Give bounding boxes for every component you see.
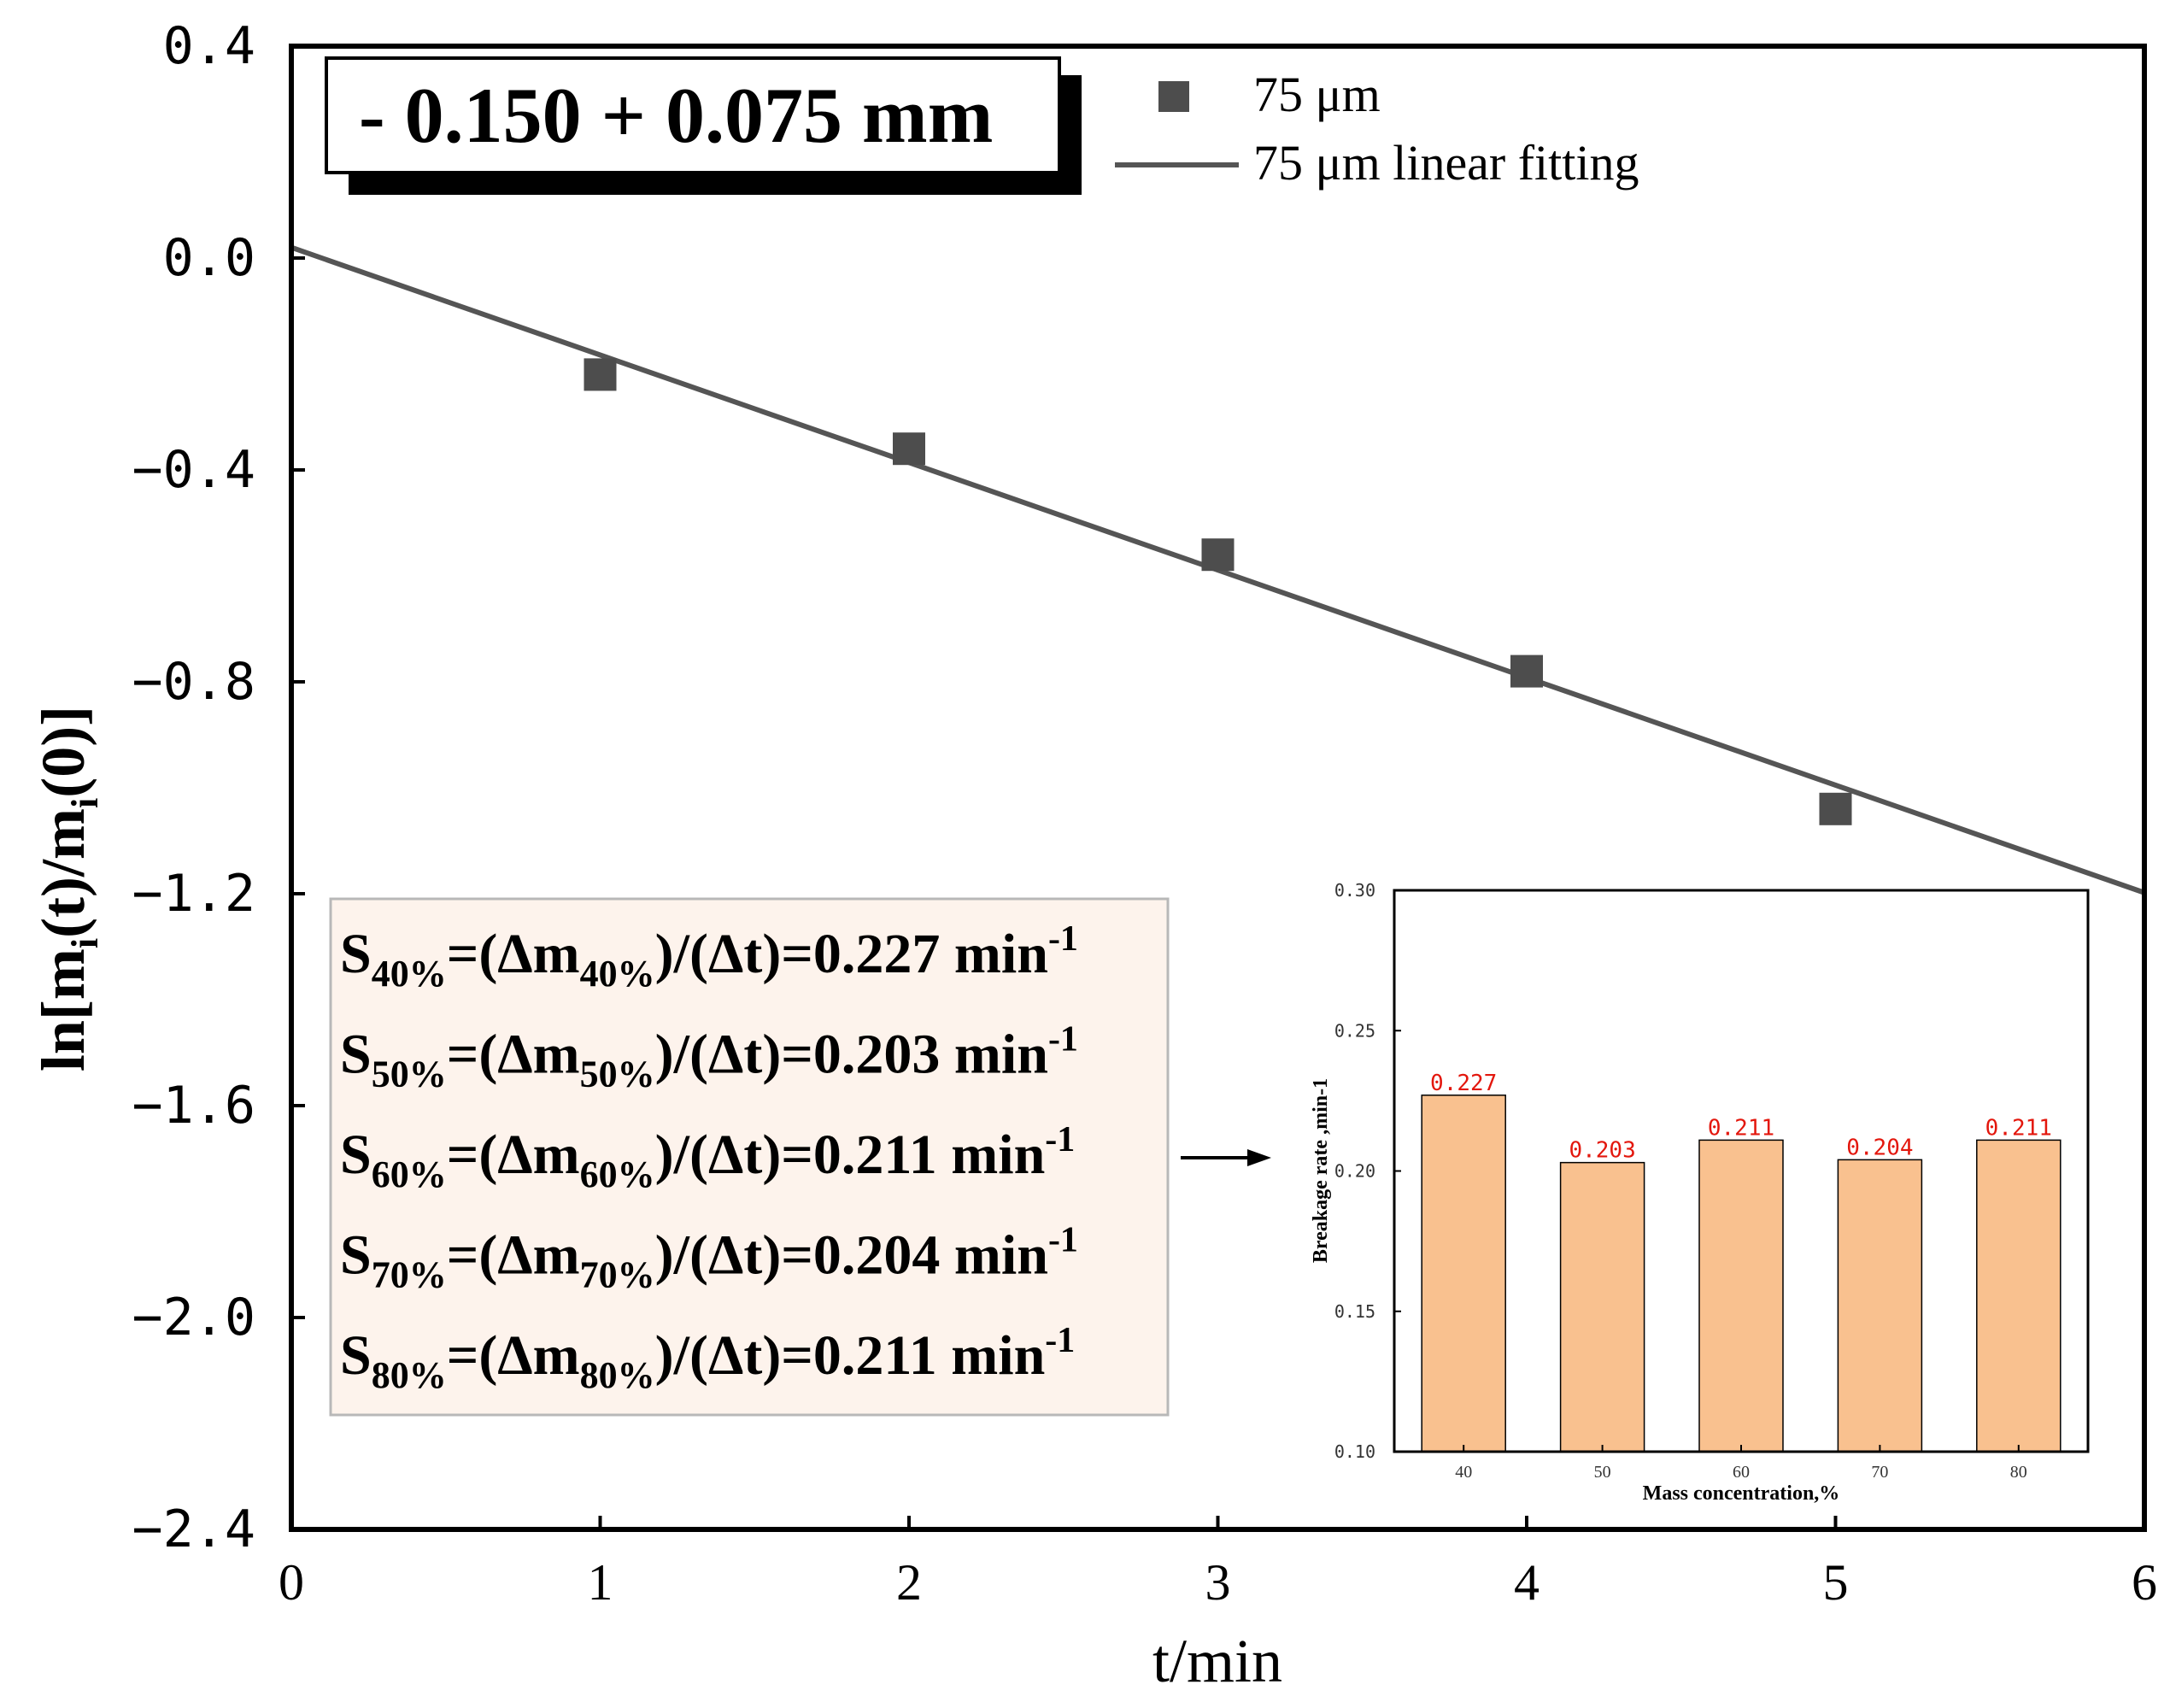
y-tick-label: −2.0 <box>132 1288 256 1347</box>
equation-line: S50%=(Δm50%)/(Δt)=0.203 min-1 <box>340 1020 1078 1095</box>
inset-bar <box>1421 1095 1506 1453</box>
equation-line: S80%=(Δm80%)/(Δt)=0.211 min-1 <box>340 1321 1075 1396</box>
equation-line: S70%=(Δm70%)/(Δt)=0.204 min-1 <box>340 1221 1078 1296</box>
x-tick-label: 3 <box>1205 1554 1231 1611</box>
x-tick-label: 2 <box>896 1554 922 1611</box>
inset-bar-chart: 0.30 0.25 0.20 0.15 0.10 0.227 0.203 0.211 0.20… <box>1310 880 2090 1505</box>
y-tick-label: −1.6 <box>132 1076 256 1136</box>
inset-bars: 0.227 0.203 0.211 0.204 0.211 <box>1421 1071 2062 1453</box>
inset-x-tick-label: 70 <box>1871 1463 1888 1482</box>
data-point <box>1510 654 1543 688</box>
main-y-ticks: 0.4 0.0 −0.4 −0.8 −1.2 −1.6 −2.0 −2.4 <box>132 16 305 1559</box>
inset-y-axis-title: Breakage rate ,min-1 <box>1310 1078 1332 1263</box>
equation-box <box>329 897 1170 1417</box>
svg-text:ln[mi(t)/mi(0)]: ln[mi(t)/mi(0)] <box>29 706 106 1071</box>
data-point <box>584 358 617 391</box>
x-tick-label: 0 <box>279 1554 304 1611</box>
equation-list: S40%=(Δm40%)/(Δt)=0.227 min-1 S50%=(Δm50%… <box>340 919 1078 1396</box>
title-box-frame <box>325 56 1061 174</box>
inset-x-tick-label: 40 <box>1455 1463 1472 1482</box>
inset-y-ticks: 0.30 0.25 0.20 0.15 0.10 <box>1334 880 1401 1462</box>
x-axis-title: t/min <box>1152 1627 1282 1695</box>
inset-y-tick-label: 0.30 <box>1334 880 1375 901</box>
arrow-to-inset <box>1181 1149 1271 1166</box>
y-axis-title: ln[mi(t)/mi(0)] <box>29 706 106 1071</box>
y-tick-label: −0.4 <box>132 440 256 500</box>
inset-x-ticks: 40 50 60 70 80 <box>1455 1445 2027 1482</box>
chart-title: - 0.150 + 0.075 mm <box>359 72 993 159</box>
legend-label-scatter: 75 μm <box>1253 67 1381 122</box>
legend-marker-scatter <box>1158 81 1189 112</box>
x-tick-label: 4 <box>1514 1554 1540 1611</box>
equation-line: S60%=(Δm60%)/(Δt)=0.211 min-1 <box>340 1120 1075 1195</box>
x-tick-label: 1 <box>588 1554 613 1611</box>
inset-bar-value-label: 0.211 <box>1985 1115 2052 1141</box>
main-x-ticks: 0 1 2 3 4 5 6 <box>279 1516 2157 1611</box>
inset-bar-value-label: 0.203 <box>1569 1138 1635 1164</box>
x-tick-label: 5 <box>1823 1554 1849 1611</box>
inset-bar-value-label: 0.227 <box>1430 1071 1497 1096</box>
data-point <box>1819 792 1852 825</box>
title-box: - 0.150 + 0.075 mm <box>325 56 1082 195</box>
legend-label-fit: 75 μm linear fitting <box>1253 135 1639 191</box>
inset-bar-value-label: 0.211 <box>1708 1115 1774 1141</box>
inset-bar <box>1837 1159 1923 1453</box>
inset-bar-value-label: 0.204 <box>1846 1135 1913 1160</box>
inset-y-tick-label: 0.20 <box>1334 1161 1375 1182</box>
y-tick-label: −2.4 <box>132 1500 256 1559</box>
y-tick-label: −0.8 <box>132 652 256 712</box>
inset-x-tick-label: 80 <box>2010 1463 2027 1482</box>
legend: 75 μm 75 μm linear fitting <box>1115 67 1639 191</box>
x-tick-label: 6 <box>2132 1554 2157 1611</box>
inset-y-tick-label: 0.15 <box>1334 1301 1375 1322</box>
inset-bar <box>1559 1161 1645 1453</box>
equation-line: S40%=(Δm40%)/(Δt)=0.227 min-1 <box>340 919 1078 995</box>
scatter-points <box>584 358 1852 825</box>
inset-bar <box>1976 1139 2062 1453</box>
y-tick-label: −1.2 <box>132 864 256 924</box>
y-tick-label: 0.4 <box>163 16 255 76</box>
plot-frame <box>289 44 2147 1532</box>
inset-x-tick-label: 50 <box>1594 1463 1611 1482</box>
inset-frame <box>1393 889 2090 1453</box>
y-tick-label: 0.0 <box>163 228 255 288</box>
inset-x-tick-label: 60 <box>1733 1463 1750 1482</box>
inset-y-tick-label: 0.25 <box>1334 1020 1375 1041</box>
inset-y-tick-label: 0.10 <box>1334 1441 1375 1462</box>
data-point <box>1201 538 1235 572</box>
inset-x-axis-title: Mass concentration,% <box>1643 1482 1840 1505</box>
inset-bar <box>1698 1139 1784 1453</box>
data-point <box>893 432 925 466</box>
